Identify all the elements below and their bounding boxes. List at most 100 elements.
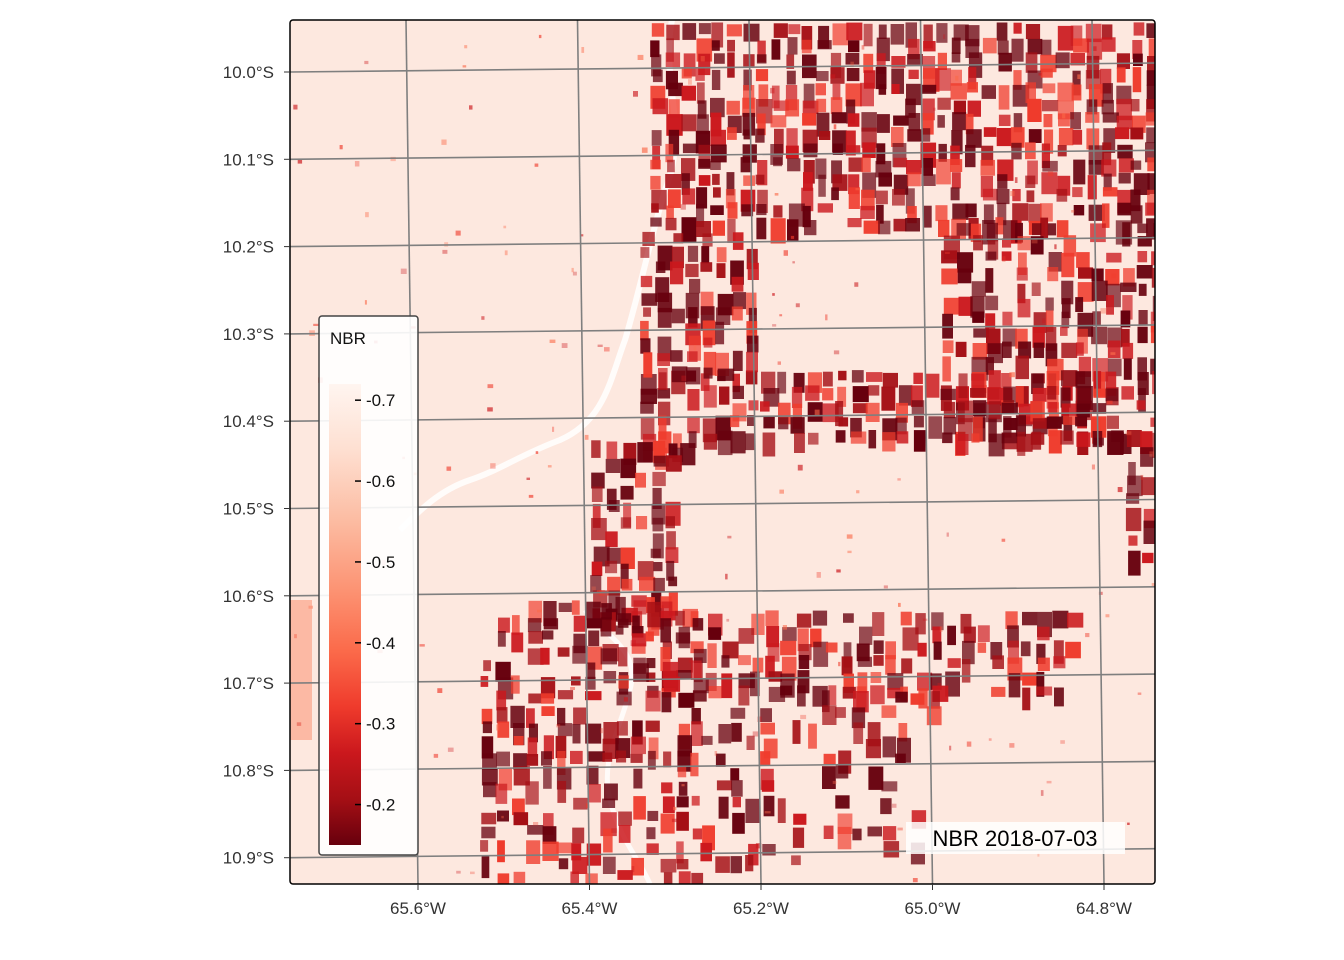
deforested-patch [690, 660, 702, 680]
deforested-patch [1132, 40, 1143, 60]
deforested-patch [770, 218, 786, 244]
deforested-patch [930, 673, 942, 690]
deforested-patch [1030, 236, 1044, 255]
deforested-patch [898, 385, 913, 406]
deforested-patch [718, 724, 732, 744]
deforested-patch [663, 676, 681, 692]
deforested-patch [602, 798, 616, 808]
deforested-patch [883, 841, 900, 858]
deforested-patch [1017, 431, 1026, 456]
deforested-patch [600, 617, 612, 637]
deforested-patch [987, 238, 999, 260]
raster-speckle [725, 573, 728, 580]
deforested-patch [730, 415, 740, 428]
deforested-patch [986, 222, 998, 242]
raster-speckle [1040, 790, 1044, 796]
deforested-patch [822, 388, 834, 401]
deforested-patch [710, 97, 725, 118]
deforested-patch [881, 386, 896, 411]
deforested-patch [823, 825, 834, 839]
deforested-patch [963, 626, 976, 643]
deforested-patch [1078, 267, 1094, 279]
deforested-patch [1022, 687, 1031, 711]
raster-speckle [501, 815, 504, 819]
graticule-lon-line [576, 20, 591, 884]
deforested-patch [802, 100, 819, 114]
deforested-patch [787, 219, 799, 241]
deforested-patch [1056, 188, 1068, 202]
raster-speckle [496, 724, 500, 731]
raster-speckle [1117, 487, 1123, 493]
deforested-patch [606, 547, 621, 564]
latitude-tick-label: 10.8°S [223, 761, 274, 780]
deforested-patch [828, 685, 837, 705]
deforested-patch [756, 204, 767, 216]
deforested-patch [1077, 328, 1088, 354]
raster-speckle [552, 426, 555, 432]
deforested-patch [1101, 99, 1114, 115]
deforested-patch [722, 641, 739, 659]
raster-speckle [1071, 210, 1075, 213]
deforested-patch [1145, 202, 1155, 216]
raster-speckle [795, 303, 800, 308]
deforested-patch [953, 24, 969, 41]
deforested-patch [683, 53, 696, 77]
deforested-patch [810, 628, 822, 648]
deforested-patch [863, 70, 876, 89]
deforested-patch [761, 780, 775, 792]
deforested-patch [655, 261, 666, 273]
deforested-patch [496, 707, 508, 723]
raster-speckle [1098, 591, 1103, 595]
deforested-patch [481, 856, 490, 879]
deforested-patch [1146, 23, 1155, 38]
deforested-patch [757, 189, 768, 213]
deforested-patch [942, 313, 953, 339]
raster-speckle [1149, 451, 1155, 457]
deforested-patch [732, 385, 744, 399]
deforested-patch [958, 400, 973, 423]
nbr-raster [290, 20, 1155, 884]
deforested-patch [630, 753, 643, 763]
longitude-tick-label: 64.8°W [1076, 899, 1132, 918]
deforested-patch [587, 662, 596, 681]
deforested-patch [1052, 610, 1069, 629]
deforested-patch [951, 130, 963, 155]
deforested-patch [928, 416, 943, 439]
deforested-patch [1028, 129, 1042, 143]
deforested-patch [1015, 355, 1029, 380]
raster-speckle [832, 780, 837, 784]
deforested-patch [665, 516, 675, 529]
deforested-patch [802, 113, 817, 126]
deforested-patch [616, 721, 628, 736]
deforested-patch [768, 671, 783, 682]
deforested-patch [1128, 550, 1141, 576]
deforested-patch [996, 128, 1012, 147]
deforested-patch [620, 485, 634, 500]
deforested-patch [1045, 310, 1054, 332]
deforested-patch [847, 218, 862, 228]
deforested-patch [727, 218, 736, 243]
raster-speckle [470, 871, 475, 875]
deforested-patch [608, 590, 620, 615]
deforested-patch [1003, 418, 1018, 430]
raster-speckle [446, 466, 452, 471]
deforested-patch [1138, 310, 1148, 325]
raster-speckle [946, 532, 949, 537]
deforested-patch [587, 784, 601, 803]
raster-speckle [779, 489, 784, 494]
deforested-patch [777, 371, 787, 394]
deforested-patch [760, 722, 775, 735]
deforested-patch [1047, 386, 1057, 400]
deforested-patch [793, 372, 805, 393]
deforested-patch [1060, 387, 1071, 408]
deforested-patch [866, 372, 883, 382]
legend-tick-label: -0.6 [366, 472, 395, 491]
deforested-patch [1060, 430, 1074, 445]
deforested-patch [646, 843, 659, 855]
deforested-patch [880, 798, 892, 815]
deforested-patch [1027, 38, 1043, 55]
deforested-patch [588, 751, 605, 762]
deforested-patch [872, 612, 885, 636]
deforested-patch [651, 54, 662, 77]
deforested-patch [730, 707, 746, 719]
